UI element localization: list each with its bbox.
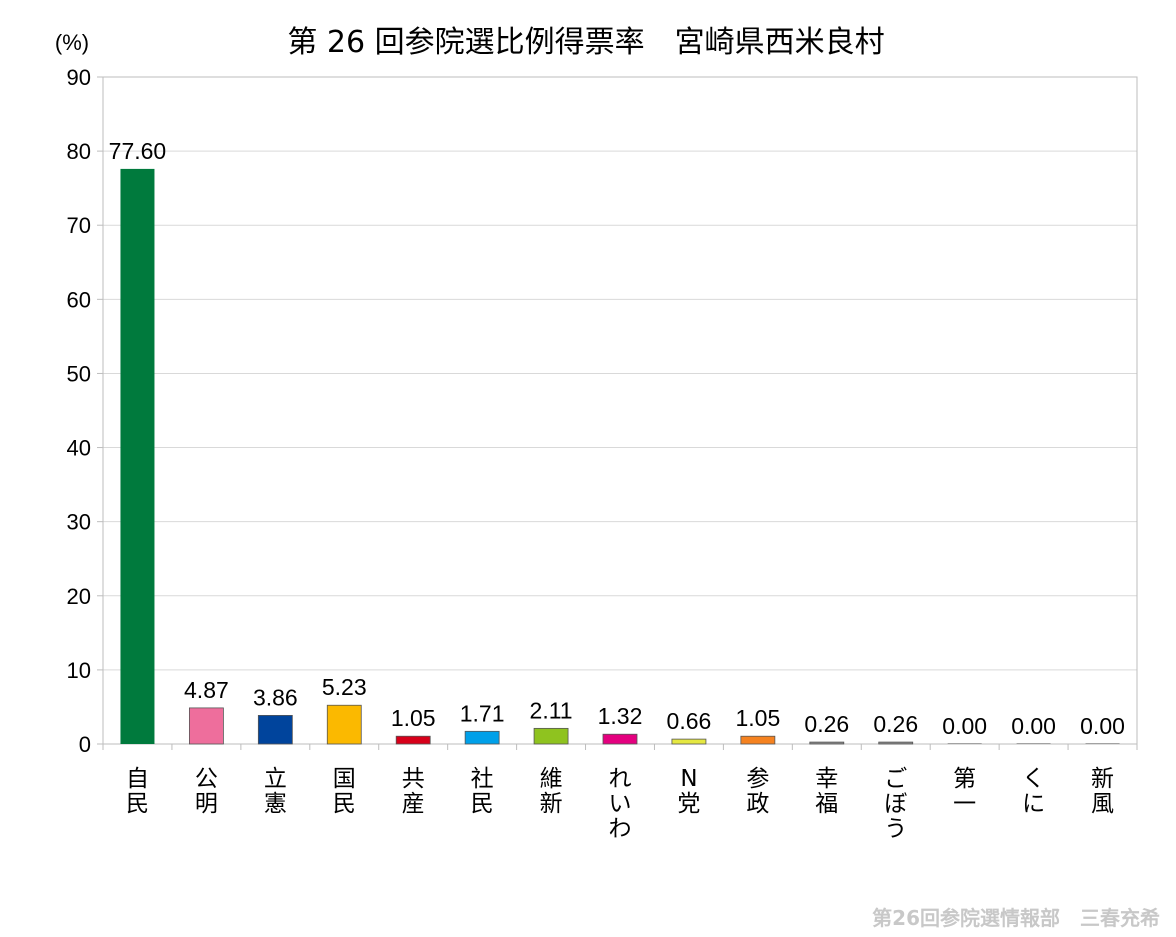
bar [947,743,982,744]
bar [326,704,362,745]
value-label: 1.05 [735,705,780,731]
x-tick-label: 社民 [471,766,494,817]
chart-title: 第 26 回参院選比例得票率 宮崎県西米良村 [287,25,884,60]
bar [395,735,431,745]
y-tick-label: 10 [67,658,91,683]
x-tick-label: 維新 [540,766,563,817]
value-label: 2.11 [530,697,573,723]
bar [1016,743,1051,744]
value-label: 0.00 [942,713,987,739]
bar [1085,743,1120,744]
x-tick-label: 参政 [746,766,769,817]
x-tick-label: れいわ [609,766,632,842]
value-label: 1.71 [460,700,505,726]
chart: 第 26 回参院選比例得票率 宮崎県西米良村 (%) 0 10 20 30 40 50 60… [55,25,1138,842]
x-tick-label: 第一 [953,766,976,817]
x-tick-label: 新風 [1091,766,1114,817]
bar [257,714,293,745]
bar [809,741,845,745]
bar [120,168,155,745]
value-label: 5.23 [322,674,367,700]
x-tick-label: 国民 [333,766,356,817]
value-label: 77.60 [109,138,167,164]
value-label: 3.86 [253,684,298,710]
plot-area [102,76,1138,745]
value-label: 4.87 [184,677,229,703]
y-tick-label: 70 [67,213,91,238]
x-tick-label: 共産 [402,766,425,817]
x-tick-label: 立憲 [264,766,287,817]
y-tick-label: 60 [67,287,91,312]
x-tick-label: ごぼう [884,766,907,842]
bar [188,707,224,745]
x-tick-label: 公明 [195,766,218,817]
bar [740,735,776,745]
y-tick-label: 0 [79,732,91,757]
credit-text: 第26回参院選情報部 三春充希 [872,906,1160,930]
y-tick-label: 80 [67,139,91,164]
bar [533,727,569,745]
value-label: 0.00 [1080,713,1125,739]
y-tick-label: 30 [67,510,91,535]
y-tick-label: 40 [67,436,91,461]
y-tick-label: 20 [67,584,91,609]
gridlines [103,76,1137,745]
bar [878,741,914,745]
value-label: 0.26 [804,711,849,737]
y-tick-label: 50 [67,361,91,386]
y-axis-unit: (%) [55,30,89,55]
y-tick-label: 90 [67,65,91,90]
x-tick-label: 自民 [126,766,149,817]
bar [464,730,500,745]
bar [671,738,707,745]
value-label: 0.66 [667,708,712,734]
x-tick-label: くに [1022,766,1045,817]
bar [602,733,638,745]
x-tick-label: 幸福 [815,766,838,817]
value-label: 0.26 [873,711,918,737]
value-label: 0.00 [1011,713,1056,739]
bars [120,168,1120,745]
value-labels: 77.60 4.87 3.86 5.23 1.05 1.71 2.11 1.32 0.66 1.0… [109,138,1125,739]
y-axis-ticks: 0 10 20 30 40 50 60 70 80 90 [67,65,103,757]
value-label: 1.32 [598,703,643,729]
value-label: 1.05 [391,705,436,731]
